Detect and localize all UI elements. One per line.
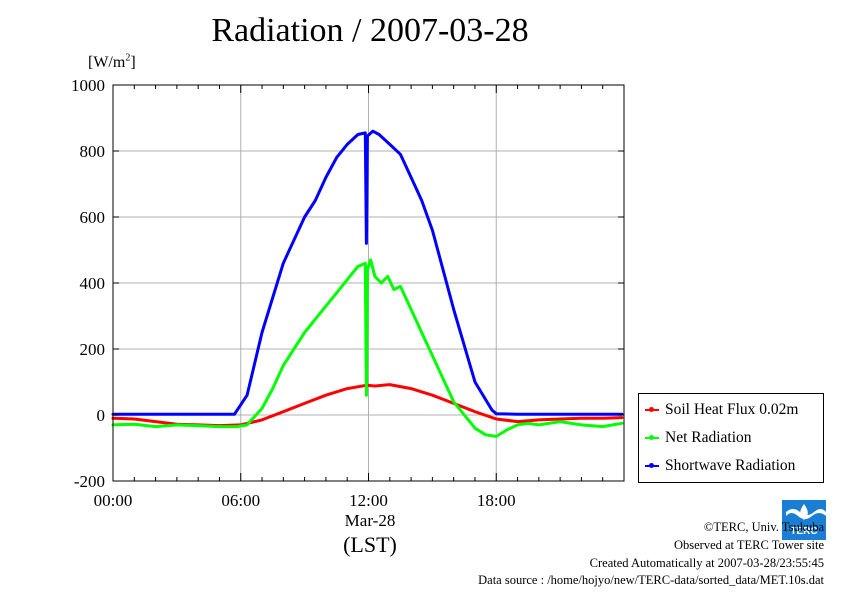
y-tick-label: 400 xyxy=(80,274,106,293)
y-axis-unit-text: [W/m xyxy=(88,54,126,71)
series-line-net-radiation xyxy=(111,258,624,438)
logo-text: TERC xyxy=(790,526,817,537)
y-axis-unit-close: ] xyxy=(130,54,136,71)
footer-created: Created Automatically at 2007-03-28/23:5… xyxy=(589,556,824,570)
y-tick-label: -200 xyxy=(74,472,105,491)
legend-label-shortwave-radiation: Shortwave Radiation xyxy=(665,457,796,474)
y-axis-unit-label: [W/m2] xyxy=(88,52,136,72)
logo-wave-shape xyxy=(786,509,826,519)
legend-swatch-marker xyxy=(649,463,654,468)
legend-item-shortwave-radiation: Shortwave Radiation xyxy=(645,456,795,476)
legend-swatch-shortwave-radiation xyxy=(645,461,659,471)
y-axis-unit-superscript: 2 xyxy=(125,52,131,64)
x-tick-label: 06:00 xyxy=(221,491,260,510)
x-axis-timezone-label: (LST) xyxy=(343,532,397,557)
x-axis-date-label: Mar-28 xyxy=(344,511,396,530)
y-tick-label: 0 xyxy=(97,406,106,425)
series-line-shortwave-radiation xyxy=(111,129,624,416)
legend-swatch-net-radiation xyxy=(645,433,659,443)
legend-swatch-soil-heat-flux xyxy=(645,405,659,415)
legend-swatch-marker xyxy=(649,435,654,440)
x-tick-label: 00:00 xyxy=(94,491,133,510)
legend-item-soil-heat-flux: Soil Heat Flux 0.02m xyxy=(645,400,798,420)
chart-title: Radiation / 2007-03-28 xyxy=(211,12,529,49)
y-tick-label: 200 xyxy=(80,340,106,359)
legend-label-soil-heat-flux: Soil Heat Flux 0.02m xyxy=(665,401,799,418)
legend-item-net-radiation: Net Radiation xyxy=(645,428,752,448)
footer-data-source: Data source : /home/hojyo/new/TERC-data/… xyxy=(478,573,824,587)
footer-observed: Observed at TERC Tower site xyxy=(673,538,824,552)
legend-swatch-marker xyxy=(649,407,654,412)
y-tick-label: 600 xyxy=(80,208,106,227)
footer-copyright: ©TERC, Univ. Tsukuba xyxy=(703,520,824,534)
legend-label-net-radiation: Net Radiation xyxy=(665,429,752,446)
x-tick-label: 18:00 xyxy=(477,491,516,510)
series-lines xyxy=(111,129,624,438)
logo-drop-shape xyxy=(800,504,808,520)
terc-logo-icon: TERC xyxy=(782,500,826,540)
y-tick-label: 1000 xyxy=(71,76,105,95)
y-tick-label: 800 xyxy=(80,142,106,161)
axis-ticks: -200 0 200 400 600 800 1000 00:00 06:00 12:00 18:0… xyxy=(71,76,624,510)
chart-legend: Soil Heat Flux 0.02m Net Radiation Short… xyxy=(638,393,824,483)
x-tick-label: 12:00 xyxy=(349,491,388,510)
